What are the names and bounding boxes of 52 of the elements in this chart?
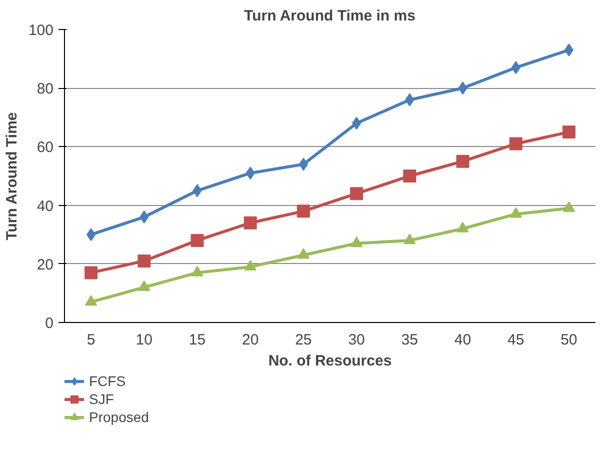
point — [564, 44, 574, 57]
point — [297, 248, 310, 259]
x-tick-label: 30 — [348, 332, 365, 348]
point — [138, 254, 151, 268]
x-axis-title: No. of Resources — [268, 352, 392, 370]
point — [456, 154, 470, 168]
x-tick-label: 35 — [401, 332, 418, 348]
x-tick-label: 45 — [508, 332, 524, 348]
point — [458, 82, 468, 95]
y-tick-label: 80 — [36, 80, 54, 98]
x-tick-label: 15 — [188, 332, 206, 348]
point — [191, 266, 204, 276]
point — [192, 184, 202, 198]
x-tick-label: 50 — [560, 332, 578, 348]
point — [246, 166, 255, 180]
y-tick-label: 20 — [36, 256, 54, 274]
x-tick-label: 40 — [454, 332, 472, 348]
point — [138, 280, 150, 292]
point — [405, 93, 414, 106]
point — [86, 228, 96, 242]
point — [352, 116, 362, 130]
y-tick-label: 60 — [36, 139, 54, 156]
point — [244, 260, 256, 271]
y-tick-label: 40 — [36, 198, 54, 215]
point — [562, 201, 575, 212]
y-tick-label: 0 — [45, 315, 54, 332]
point — [510, 207, 522, 218]
point — [85, 295, 98, 306]
point — [190, 234, 204, 247]
x-tick-label: 25 — [295, 332, 312, 348]
point — [562, 126, 576, 139]
point — [511, 61, 520, 74]
point — [509, 137, 522, 150]
legend-label: FCFS — [89, 372, 126, 390]
legend-label: SJF — [89, 390, 114, 408]
x-tick-label: 20 — [242, 332, 259, 348]
point — [296, 204, 310, 218]
point — [350, 187, 364, 200]
point — [456, 222, 469, 232]
point — [84, 266, 98, 280]
x-tick-label: 5 — [86, 332, 96, 348]
point — [244, 216, 257, 230]
point — [403, 170, 416, 182]
legend-label: Proposed — [89, 408, 149, 426]
point — [350, 236, 363, 248]
chart-title: Turn Around Time in ms — [244, 8, 416, 24]
y-axis-title: Turn Around Time — [3, 112, 20, 240]
point — [140, 210, 149, 224]
point — [298, 158, 308, 171]
point — [404, 234, 416, 244]
y-tick-label: 100 — [28, 22, 54, 39]
x-tick-label: 10 — [136, 332, 152, 348]
